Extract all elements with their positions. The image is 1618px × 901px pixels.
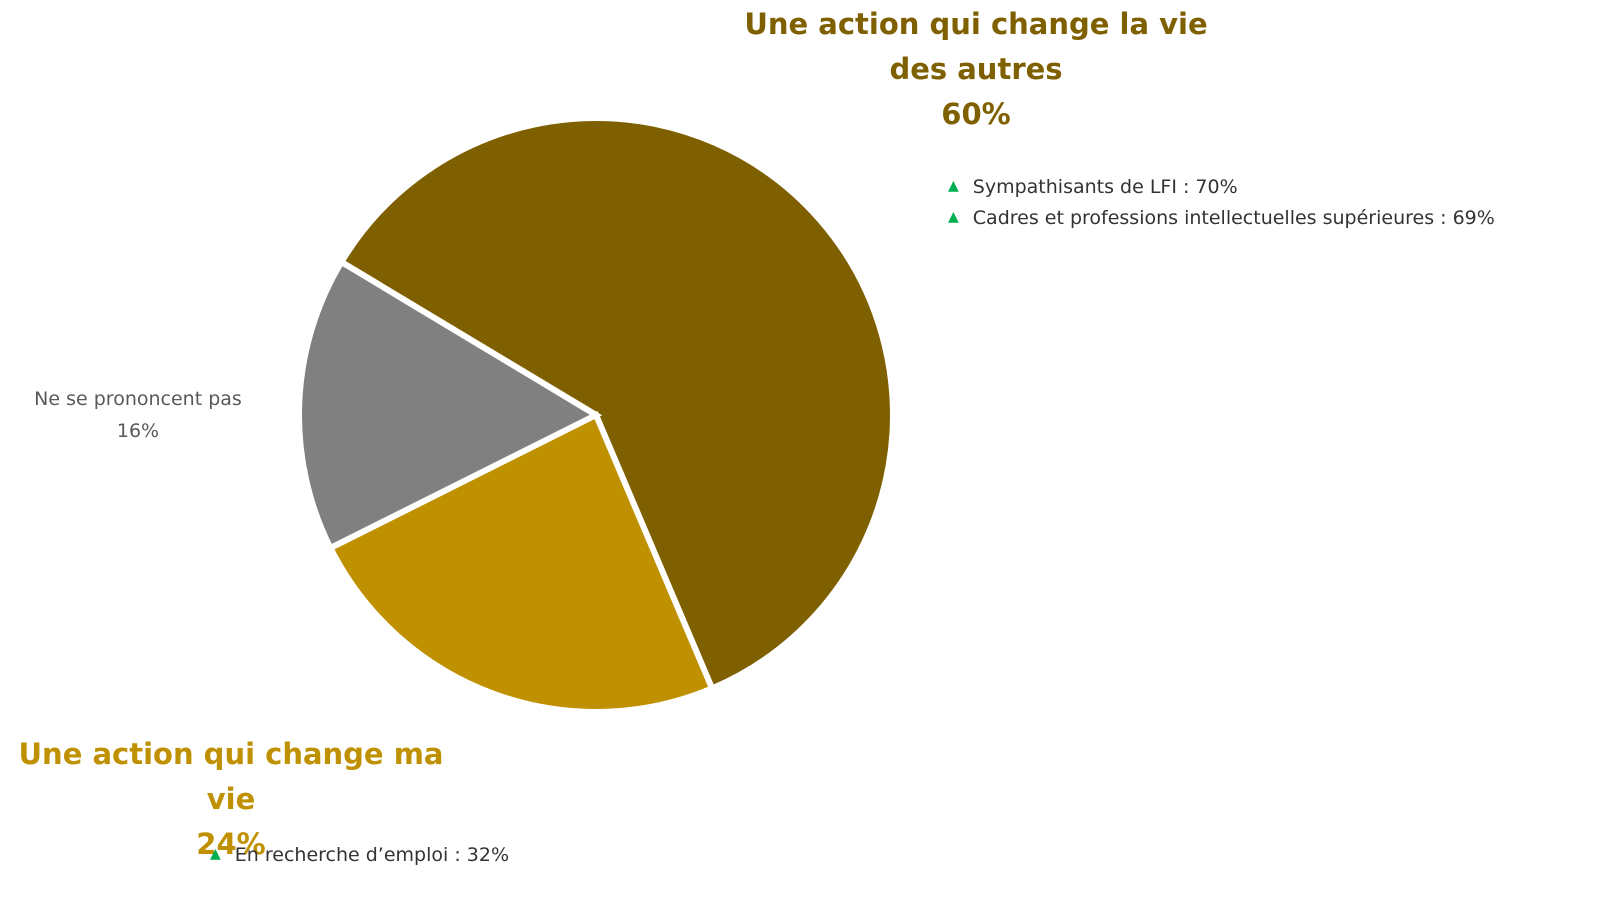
note: ▲ Sympathisants de LFI : 70% <box>948 176 1495 207</box>
pie-slice <box>326 410 716 715</box>
value-label: 60% <box>941 97 1011 131</box>
note-text: Sympathisants de LFI : 70% <box>972 176 1238 198</box>
pie-slice <box>337 115 896 693</box>
notes: ▲ En recherche d’emploi : 32% <box>210 844 509 875</box>
triangle-icon: ▲ <box>948 178 959 194</box>
slice-label: Une action qui change ma vie 24% <box>0 732 462 867</box>
pie-slice <box>296 257 603 553</box>
value-label: 24% <box>196 827 266 861</box>
triangle-icon: ▲ <box>210 846 221 862</box>
note-text: Cadres et professions intellectuelles su… <box>972 207 1495 229</box>
note: ▲ En recherche d’emploi : 32% <box>210 844 509 875</box>
slice-label: Ne se prononcent pas 16% <box>0 383 276 447</box>
note-text: En recherche d’emploi : 32% <box>234 844 509 866</box>
category-name: Ne se prononcent pas <box>34 388 242 410</box>
value-label: 16% <box>116 420 160 442</box>
slice-label: Une action qui change la vie des autres 6… <box>716 2 1236 137</box>
category-name: Une action qui change la vie des autres <box>744 7 1208 86</box>
category-name: Une action qui change ma vie <box>18 737 444 816</box>
notes: ▲ Sympathisants de LFI : 70% ▲ Cadres et pr… <box>948 176 1495 238</box>
note: ▲ Cadres et professions intellectuelles s… <box>948 207 1495 238</box>
triangle-icon: ▲ <box>948 209 959 225</box>
